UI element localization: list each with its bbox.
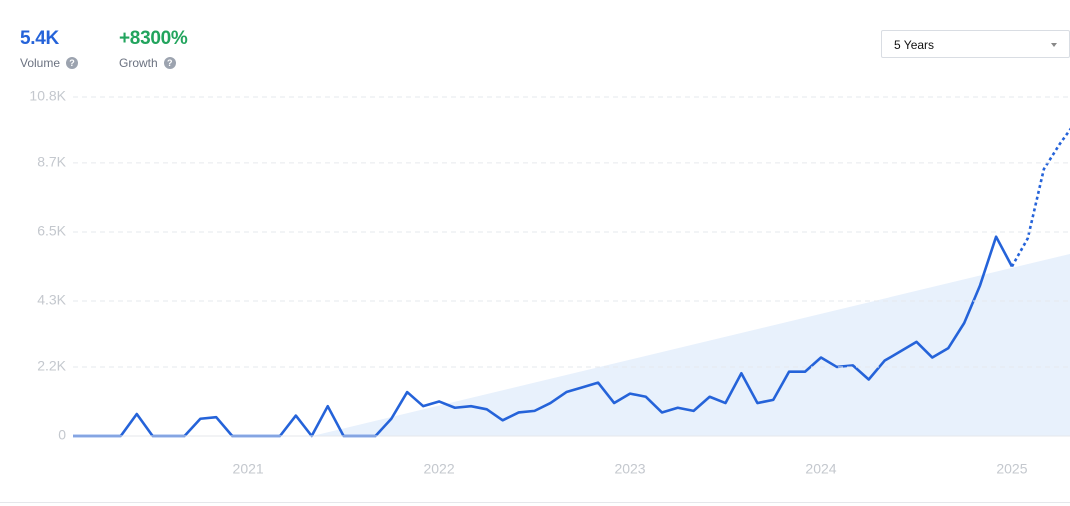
- trend-area: [312, 253, 1070, 436]
- help-icon[interactable]: ?: [163, 57, 176, 69]
- x-tick-label: 2021: [233, 461, 264, 477]
- divider: [0, 502, 1070, 503]
- volume-value: 5.4K: [20, 28, 59, 49]
- y-tick-label: 10.8K: [29, 88, 66, 104]
- y-tick-label: 8.7K: [37, 154, 66, 170]
- y-tick-label: 0: [58, 427, 66, 443]
- y-tick-label: 6.5K: [37, 223, 66, 239]
- y-tick-label: 2.2K: [37, 358, 66, 374]
- plot: [73, 127, 1070, 438]
- x-tick-label: 2025: [996, 461, 1027, 477]
- x-tick-label: 2022: [423, 461, 454, 477]
- volume-stat: 5.4K Volume?: [20, 28, 79, 70]
- line: [1010, 127, 1070, 268]
- range-select-text: 5 Years: [894, 38, 935, 52]
- x-tick-label: 2023: [614, 461, 645, 477]
- growth-value: +8300%: [119, 28, 188, 49]
- growth-label: Growth: [119, 56, 158, 70]
- growth-stat: +8300% Growth?: [119, 28, 188, 70]
- help-icon[interactable]: ?: [66, 57, 79, 69]
- y-tick-label: 4.3K: [37, 292, 66, 308]
- line: [73, 235, 1014, 438]
- volume-label: Volume: [20, 56, 61, 70]
- x-tick-label: 2024: [805, 461, 836, 477]
